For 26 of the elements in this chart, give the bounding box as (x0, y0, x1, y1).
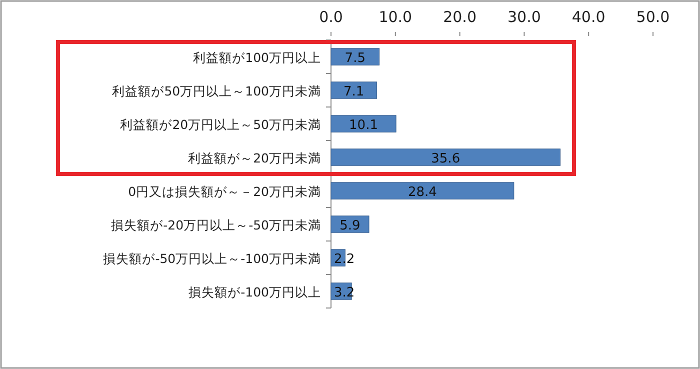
bar (330, 216, 370, 233)
y-tick-label: 損失額が-20万円以上～-50万円未満 (111, 217, 321, 232)
x-tick-label: 30.0 (507, 8, 541, 26)
bar (330, 48, 380, 66)
x-tick-label: 50.0 (636, 8, 670, 26)
x-tick-label: 40.0 (572, 8, 606, 26)
data-label: 28.4 (408, 184, 437, 200)
x-tick-label: 20.0 (443, 8, 477, 26)
y-tick-label: 利益額が20万円以上～50万円未満 (120, 116, 321, 132)
data-label: 5.9 (340, 218, 360, 234)
bar (330, 182, 514, 200)
data-label: 10.1 (349, 118, 378, 133)
y-tick-label: 利益額が50万円以上～100万円未満 (112, 83, 321, 98)
bar (330, 115, 396, 132)
x-tick-label: 10.0 (378, 8, 412, 26)
x-tick-label: 0.0 (319, 8, 343, 26)
bar (330, 82, 377, 99)
y-tick-label: 利益額が100万円以上 (193, 50, 321, 65)
y-tick-label: 利益額が～20万円未満 (188, 150, 321, 166)
data-label: 7.5 (344, 50, 366, 66)
data-label: 35.6 (431, 151, 460, 166)
bar (330, 148, 561, 166)
data-label: 7.1 (344, 84, 364, 100)
y-tick-label: 損失額が-100万円以上 (188, 284, 321, 300)
y-tick-label: 0円又は損失額が～－20万円未満 (128, 184, 321, 199)
y-tick-label: 損失額が-50万円以上～-100万円未満 (103, 250, 321, 266)
